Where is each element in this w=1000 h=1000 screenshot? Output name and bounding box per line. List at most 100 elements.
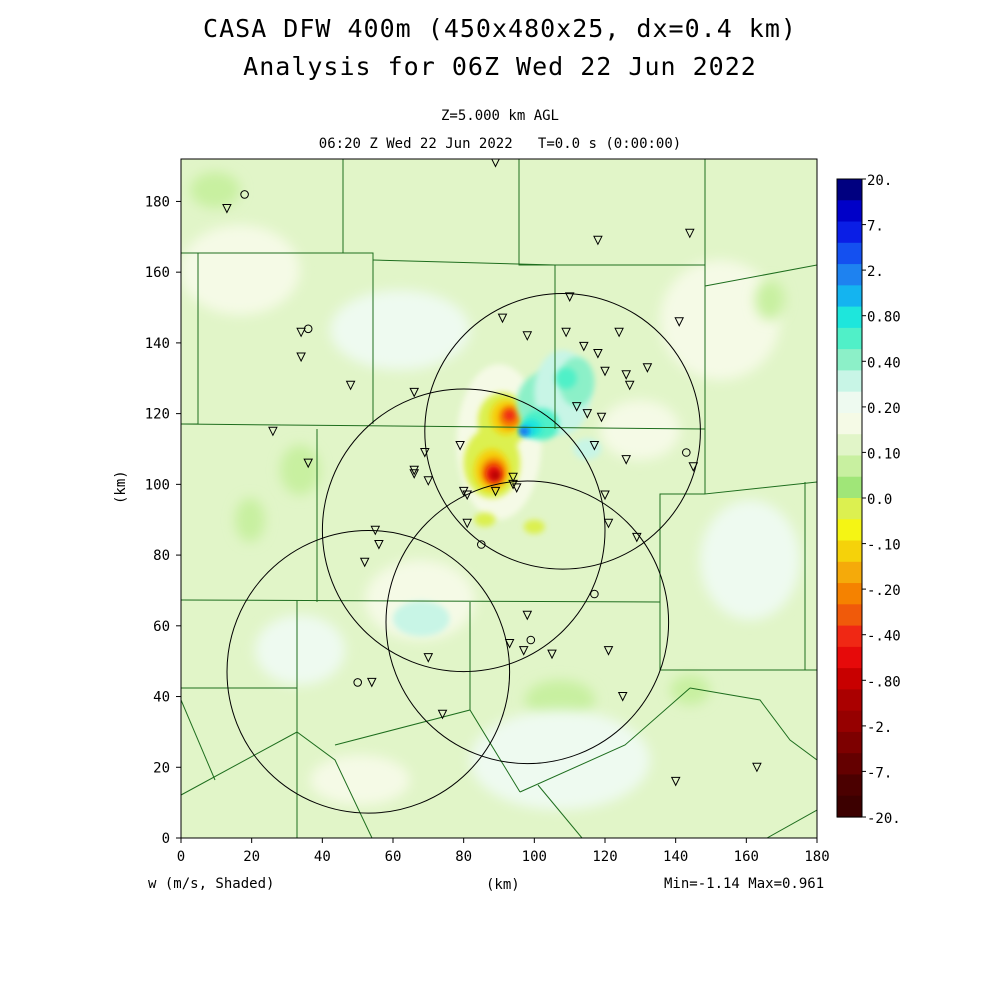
station-triangle-29 bbox=[409, 469, 420, 479]
station-triangle-40 bbox=[462, 518, 473, 529]
colorbar-swatch-2 bbox=[837, 221, 862, 244]
field-patch-9 bbox=[280, 445, 320, 495]
station-triangle-46 bbox=[366, 677, 377, 688]
station-triangle-26 bbox=[455, 441, 465, 451]
colorbar-swatch-4 bbox=[837, 264, 862, 286]
storm-blob-21 bbox=[393, 601, 450, 637]
level-label: Z=5.000 km AGL bbox=[440, 108, 559, 124]
colorbar-swatch-7 bbox=[837, 327, 862, 350]
x-tick-label-1: 20 bbox=[243, 849, 260, 865]
station-circle-6 bbox=[682, 448, 691, 457]
colorbar-label-14: -20. bbox=[867, 811, 901, 827]
station-triangle-56 bbox=[688, 462, 699, 472]
field-patch-1 bbox=[330, 290, 470, 370]
colorbar-label-13: -7. bbox=[867, 765, 892, 781]
station-circle-5 bbox=[590, 589, 599, 599]
x-tick-label-8: 160 bbox=[734, 849, 759, 865]
station-triangle-41 bbox=[370, 525, 381, 536]
y-tick-label-0: 0 bbox=[162, 831, 170, 847]
station-triangle-23 bbox=[596, 412, 607, 423]
colorbar-swatch-18 bbox=[837, 561, 862, 584]
station-triangle-38 bbox=[603, 518, 614, 529]
county-line-9 bbox=[659, 493, 705, 602]
field-patch-0 bbox=[181, 225, 300, 315]
colorbar-label-7: 0.0 bbox=[867, 492, 892, 508]
colorbar-swatch-10 bbox=[837, 391, 862, 414]
colorbar-swatch-6 bbox=[837, 306, 862, 329]
x-tick-label-4: 80 bbox=[455, 849, 472, 865]
colorbar-swatch-0 bbox=[837, 179, 862, 201]
station-circle-0 bbox=[240, 190, 249, 199]
colorbar-label-3: 0.80 bbox=[867, 310, 901, 326]
storm-blob-20 bbox=[573, 438, 602, 460]
colorbar-swatch-5 bbox=[837, 285, 862, 308]
colorbar-label-0: 20. bbox=[867, 173, 892, 189]
colorbar-label-5: 0.20 bbox=[867, 401, 901, 417]
y-axis-label: (km) bbox=[113, 470, 129, 504]
station-triangle-11 bbox=[522, 331, 533, 341]
colorbar-label-4: 0.40 bbox=[867, 355, 901, 371]
station-triangle-33 bbox=[490, 486, 501, 497]
field-patch-4 bbox=[525, 680, 595, 720]
colorbar-swatch-26 bbox=[837, 731, 862, 754]
colorbar-swatch-13 bbox=[837, 455, 862, 478]
county-line-17 bbox=[181, 699, 216, 781]
colorbar-swatch-1 bbox=[837, 200, 862, 223]
colorbar-swatch-21 bbox=[837, 625, 862, 648]
station-triangle-47 bbox=[504, 639, 515, 649]
colorbar-swatch-16 bbox=[837, 519, 862, 542]
station-triangle-43 bbox=[359, 557, 370, 568]
radar-ring-3 bbox=[226, 530, 511, 814]
radar-range-rings bbox=[226, 293, 701, 814]
x-axis: 0 20 40 60 80 100 120 140 160 180 bbox=[177, 838, 830, 865]
colorbar-swatch-14 bbox=[837, 476, 862, 499]
x-tick-label-6: 120 bbox=[592, 849, 617, 865]
county-line-4 bbox=[518, 159, 706, 266]
colorbar-swatch-17 bbox=[837, 540, 862, 563]
county-line-5 bbox=[372, 259, 556, 266]
plot-title-line-2: Analysis for 06Z Wed 22 Jun 2022 bbox=[243, 52, 757, 81]
station-triangle-39 bbox=[631, 532, 642, 543]
y-tick-label-4: 80 bbox=[153, 548, 170, 564]
station-triangle-42 bbox=[374, 540, 384, 550]
station-circle-1 bbox=[303, 324, 313, 334]
storm-blob-9 bbox=[503, 409, 516, 422]
plot-frame bbox=[180, 158, 818, 839]
colorbar-swatch-25 bbox=[837, 710, 862, 733]
station-triangle-53 bbox=[670, 776, 681, 787]
colorbar-swatch-23 bbox=[837, 668, 862, 690]
station-triangle-22 bbox=[582, 409, 593, 419]
colorbar-swatch-29 bbox=[837, 795, 862, 818]
colorbar-label-11: -.80 bbox=[867, 674, 901, 690]
colorbar-swatch-28 bbox=[837, 774, 862, 797]
radar-ring-2 bbox=[385, 480, 670, 765]
station-triangle-18 bbox=[621, 370, 632, 380]
station-triangle-50 bbox=[547, 649, 557, 660]
station-circle-2 bbox=[477, 540, 486, 549]
y-tick-label-7: 140 bbox=[145, 336, 170, 352]
x-tick-label-3: 60 bbox=[385, 849, 402, 865]
station-triangle-6 bbox=[345, 380, 356, 391]
colorbar-label-9: -.20 bbox=[867, 583, 901, 599]
field-patch-11 bbox=[755, 280, 785, 320]
station-triangle-16 bbox=[614, 327, 624, 338]
min-max-label: Min=-1.14 Max=0.961 bbox=[664, 876, 825, 892]
radar-ring-1 bbox=[321, 388, 606, 673]
x-tick-label-7: 140 bbox=[663, 849, 688, 865]
field-patch-8 bbox=[700, 500, 800, 620]
station-triangle-49 bbox=[522, 610, 533, 621]
county-line-22 bbox=[537, 784, 583, 838]
station-triangle-55 bbox=[674, 317, 685, 327]
station-triangle-19 bbox=[624, 380, 635, 391]
x-axis-label: (km) bbox=[486, 877, 520, 893]
field-patch-12 bbox=[255, 615, 345, 685]
station-triangle-21 bbox=[571, 402, 582, 412]
station-triangle-14 bbox=[578, 341, 589, 352]
field-patch-10 bbox=[600, 400, 680, 460]
field-label: w (m/s, Shaded) bbox=[148, 876, 275, 892]
field-patch-3 bbox=[190, 172, 240, 208]
colorbar-swatch-11 bbox=[837, 412, 862, 435]
station-triangle-4 bbox=[296, 327, 306, 338]
station-triangle-3 bbox=[684, 228, 695, 239]
